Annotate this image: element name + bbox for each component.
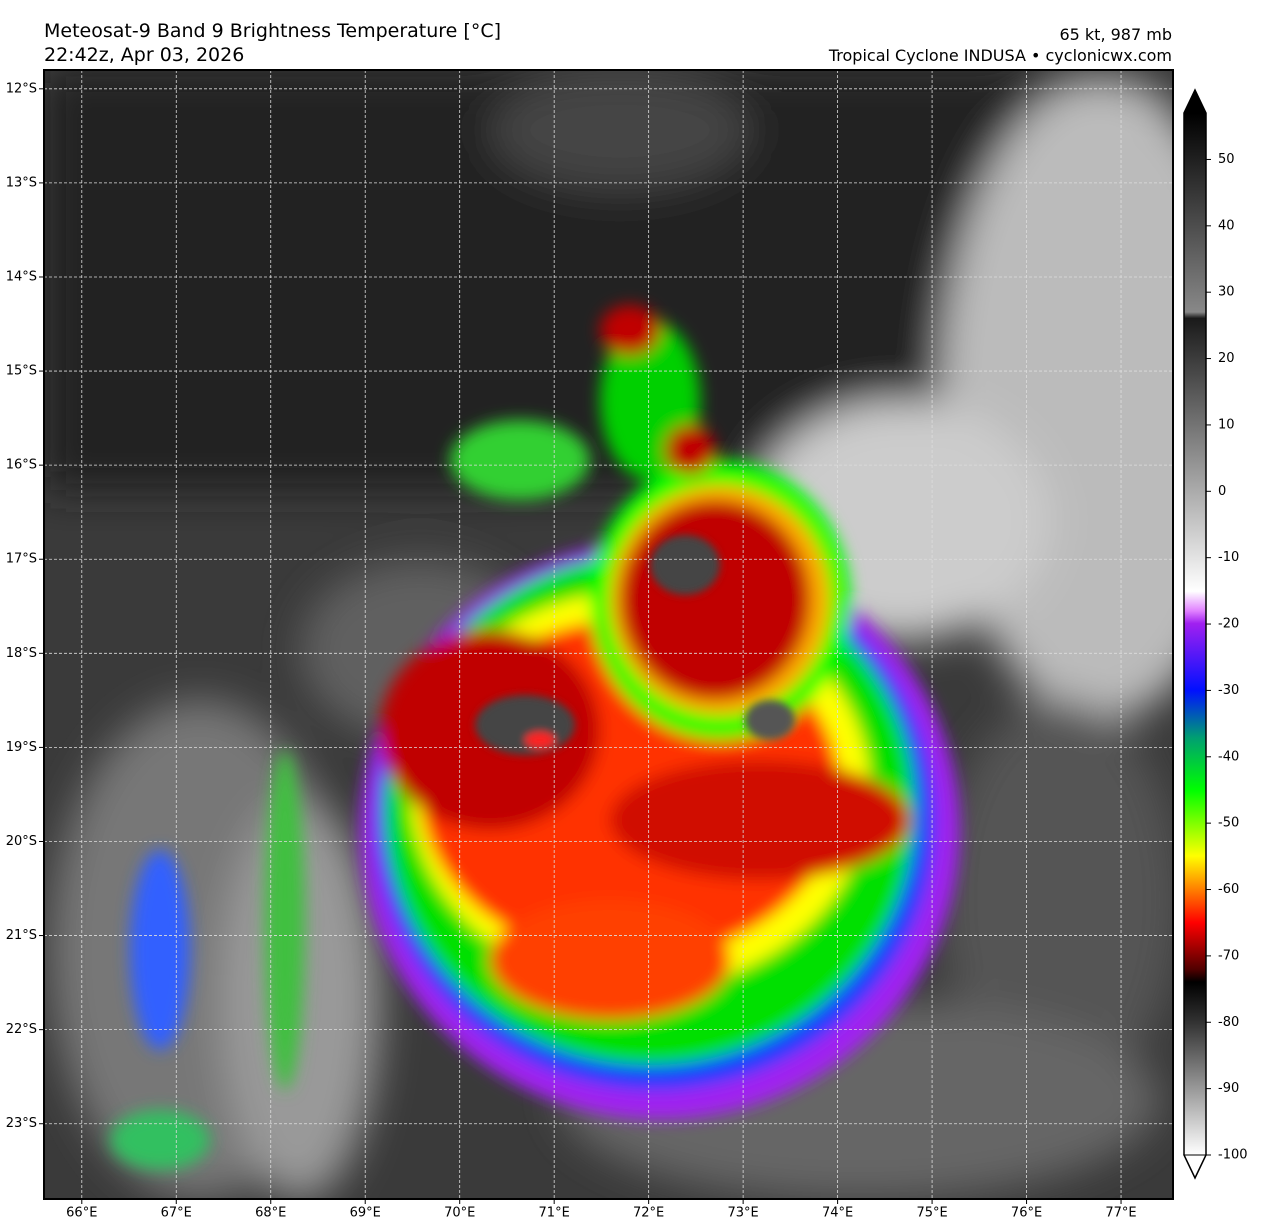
y-tick-label: 14°S: [6, 269, 37, 284]
colorbar-tick-label: -60: [1218, 882, 1239, 897]
colorbar-tick-label: -20: [1218, 617, 1239, 632]
y-tick-label: 21°S: [6, 928, 37, 943]
x-tick-label: 66°E: [66, 1206, 97, 1221]
x-tick-label: 76°E: [1011, 1206, 1042, 1221]
colorbar-tick-label: -40: [1218, 749, 1239, 764]
title: Meteosat-9 Band 9 Brightness Temperature…: [44, 20, 501, 42]
colorbar: [1184, 113, 1206, 1155]
satellite-image: [44, 70, 1173, 1199]
colorbar-tick-label: 20: [1218, 351, 1235, 366]
x-tick-label: 75°E: [916, 1206, 947, 1221]
y-tick-label: 19°S: [6, 740, 37, 755]
colorbar-tick-label: 40: [1218, 218, 1235, 233]
x-tick-label: 77°E: [1105, 1206, 1136, 1221]
colorbar-tick-label: -80: [1218, 1015, 1239, 1030]
x-tick-label: 72°E: [633, 1206, 664, 1221]
colorbar-tick-label: 0: [1218, 484, 1226, 499]
x-tick-label: 74°E: [822, 1206, 853, 1221]
y-tick-label: 17°S: [6, 552, 37, 567]
x-tick-label: 67°E: [161, 1206, 192, 1221]
x-tick-label: 68°E: [255, 1206, 286, 1221]
x-tick-label: 71°E: [539, 1206, 570, 1221]
colorbar-tick-label: 10: [1218, 417, 1235, 432]
colorbar-arrow-top: [1184, 90, 1206, 113]
credit: Tropical Cyclone INDUSA • cyclonicwx.com: [828, 46, 1172, 65]
y-tick-label: 16°S: [6, 458, 37, 473]
x-tick-label: 69°E: [350, 1206, 381, 1221]
x-tick-label: 73°E: [727, 1206, 758, 1221]
colorbar-tick-label: 50: [1218, 152, 1235, 167]
colorbar-tick-label: -30: [1218, 683, 1239, 698]
y-tick-label: 13°S: [6, 175, 37, 190]
y-tick-label: 12°S: [6, 81, 37, 96]
colorbar-tick-label: -100: [1218, 1148, 1248, 1163]
y-tick-label: 23°S: [6, 1116, 37, 1131]
colorbar-tick-label: -90: [1218, 1081, 1239, 1096]
intensity: 65 kt, 987 mb: [1059, 25, 1172, 44]
y-tick-label: 20°S: [6, 834, 37, 849]
x-tick-label: 70°E: [444, 1206, 475, 1221]
colorbar-tick-label: -50: [1218, 816, 1239, 831]
y-tick-label: 18°S: [6, 646, 37, 661]
colorbar-tick-label: -70: [1218, 948, 1239, 963]
map-frame: [43, 69, 1174, 1200]
timestamp: 22:42z, Apr 03, 2026: [44, 44, 244, 66]
y-tick-label: 15°S: [6, 364, 37, 379]
colorbar-arrow-bottom: [1183, 1154, 1207, 1180]
colorbar-tick-label: -10: [1218, 550, 1239, 565]
y-tick-label: 22°S: [6, 1022, 37, 1037]
colorbar-tick-label: 30: [1218, 285, 1235, 300]
